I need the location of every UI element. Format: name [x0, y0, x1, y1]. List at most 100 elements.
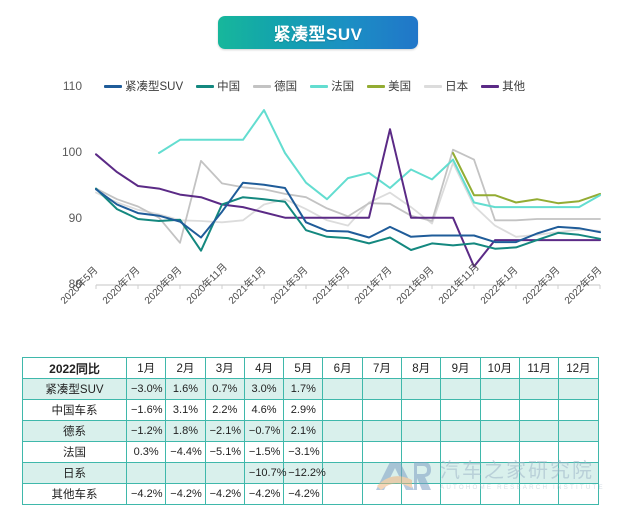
- series-line-中国: [95, 187, 601, 252]
- table-row-label: 日系: [22, 462, 127, 484]
- table-cell: [558, 420, 599, 442]
- table-cell: [204, 462, 245, 484]
- table-cell: −4.4%: [165, 441, 206, 463]
- table-cell: 0.3%: [125, 441, 167, 463]
- table-cell: [440, 462, 481, 484]
- table-cell: −3.1%: [283, 441, 324, 463]
- legend-swatch-icon: [196, 84, 215, 88]
- table-cell: [479, 483, 520, 505]
- table-cell: [361, 441, 403, 463]
- table-cell: [401, 399, 442, 421]
- table-cell: [479, 378, 520, 400]
- table-cell: −4.2%: [165, 483, 206, 505]
- table-row-label: 法国: [22, 441, 127, 463]
- legend-item-3[interactable]: 法国: [310, 78, 354, 94]
- table-cell: [322, 441, 363, 463]
- legend-label: 其他: [502, 81, 526, 93]
- legend-item-0[interactable]: 紧凑型SUV: [104, 78, 183, 94]
- table-cell: [558, 378, 599, 400]
- table-body: 紧凑型SUV −3.0% 1.6% 0.7% 3.0% 1.7% 中国车系 −1.6% 3.1%…: [22, 378, 599, 505]
- table-row: 日系 −10.7% −12.2%: [22, 462, 599, 484]
- legend-label: 美国: [388, 81, 412, 93]
- table-cell: 3.1%: [165, 399, 206, 421]
- table-cell: [361, 420, 403, 442]
- table-cell: 0.7%: [204, 378, 245, 400]
- comparison-table-wrapper: 2022同比 1月 2月 3月 4月 5月 6月 7月 8月 9月 10月 11月 12月 紧凑型SUV…: [22, 357, 599, 505]
- table-cell: −3.0%: [125, 378, 167, 400]
- legend-swatch-icon: [253, 84, 272, 88]
- chart-plot-area: [95, 109, 601, 289]
- table-cell: −4.2%: [243, 483, 285, 505]
- table-cell: −0.7%: [243, 420, 285, 442]
- table-cell: [440, 399, 481, 421]
- table-cell: [479, 420, 520, 442]
- table-col-header-10月: 10月: [479, 357, 520, 379]
- table-cell: [518, 462, 560, 484]
- table-cell: 1.7%: [283, 378, 324, 400]
- table-col-header-8月: 8月: [401, 357, 442, 379]
- legend-item-6[interactable]: 其他: [481, 78, 525, 94]
- table-cell: [479, 441, 520, 463]
- table-cell: [322, 378, 363, 400]
- table-col-header-6月: 6月: [322, 357, 363, 379]
- table-header-row: 2022同比 1月 2月 3月 4月 5月 6月 7月 8月 9月 10月 11月 12月: [22, 357, 599, 379]
- table-cell: [361, 483, 403, 505]
- table-cell: 3.0%: [243, 378, 285, 400]
- legend-swatch-icon: [367, 84, 386, 88]
- table-cell: 1.6%: [165, 378, 206, 400]
- table-cell: [479, 399, 520, 421]
- legend-swatch-icon: [481, 84, 500, 88]
- table-corner-header: 2022同比: [22, 357, 127, 379]
- legend-swatch-icon: [310, 84, 329, 88]
- table-cell: [125, 462, 167, 484]
- table-cell: 4.6%: [243, 399, 285, 421]
- legend-item-4[interactable]: 美国: [367, 78, 411, 94]
- table-cell: [322, 462, 363, 484]
- table-cell: [440, 420, 481, 442]
- series-line-日本: [95, 162, 601, 238]
- legend-item-2[interactable]: 德国: [253, 78, 297, 94]
- table-cell: 2.9%: [283, 399, 324, 421]
- legend-item-5[interactable]: 日本: [424, 78, 468, 94]
- table-cell: [322, 483, 363, 505]
- table-col-header-4月: 4月: [243, 357, 285, 379]
- table-cell: [440, 483, 481, 505]
- series-line-美国: [452, 152, 601, 205]
- table-col-header-11月: 11月: [518, 357, 560, 379]
- table-cell: −1.5%: [243, 441, 285, 463]
- series-line-紧凑型SUV: [95, 181, 601, 244]
- line-chart: 80 90 100 110: [0, 78, 620, 293]
- legend-label: 法国: [331, 81, 355, 93]
- y-tick-90: 90: [68, 211, 82, 225]
- table-col-header-3月: 3月: [204, 357, 245, 379]
- legend-label: 中国: [217, 81, 241, 93]
- table-col-header-2月: 2月: [165, 357, 206, 379]
- table-cell: −10.7%: [243, 462, 287, 484]
- table-cell: [401, 462, 442, 484]
- legend-label: 日本: [445, 81, 469, 93]
- table-cell: −5.1%: [204, 441, 245, 463]
- x-axis-labels: 2020年5月 2020年7月 2020年9月 2020年11月 2021年1月 2021…: [0, 262, 620, 348]
- table-col-header-9月: 9月: [440, 357, 481, 379]
- table-cell: [401, 441, 442, 463]
- comparison-table: 2022同比 1月 2月 3月 4月 5月 6月 7月 8月 9月 10月 11月 12月 紧凑型SUV…: [22, 357, 599, 505]
- table-row-label: 德系: [22, 420, 127, 442]
- table-row-label: 中国车系: [22, 399, 127, 421]
- table-cell: −4.2%: [125, 483, 167, 505]
- table-col-header-7月: 7月: [361, 357, 403, 379]
- series-line-其他: [95, 128, 601, 268]
- table-row: 法国 0.3% −4.4% −5.1% −1.5% −3.1%: [22, 441, 599, 463]
- table-cell: [361, 378, 403, 400]
- legend-label: 紧凑型SUV: [125, 81, 184, 93]
- y-tick-80: 80: [68, 277, 82, 291]
- table-cell: [518, 378, 560, 400]
- legend-item-1[interactable]: 中国: [196, 78, 240, 94]
- table-cell: [361, 399, 403, 421]
- table-cell: [518, 399, 560, 421]
- table-cell: [361, 462, 403, 484]
- table-row-label: 其他车系: [22, 483, 127, 505]
- table-cell: [518, 420, 560, 442]
- table-cell: [165, 462, 206, 484]
- y-tick-100: 100: [61, 145, 82, 159]
